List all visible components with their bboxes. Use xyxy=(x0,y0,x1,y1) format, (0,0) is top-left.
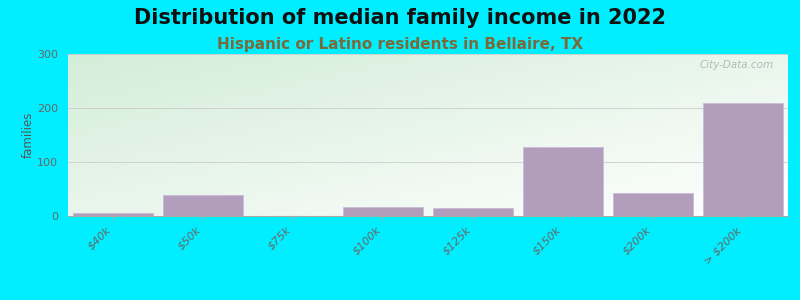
Text: Distribution of median family income in 2022: Distribution of median family income in … xyxy=(134,8,666,28)
Bar xyxy=(74,213,153,216)
Y-axis label: families: families xyxy=(22,112,34,158)
Bar xyxy=(523,147,602,216)
Bar xyxy=(703,103,782,216)
Bar xyxy=(434,208,513,216)
Bar xyxy=(343,207,422,216)
Text: Hispanic or Latino residents in Bellaire, TX: Hispanic or Latino residents in Bellaire… xyxy=(217,38,583,52)
Bar xyxy=(163,196,242,216)
Text: City-Data.com: City-Data.com xyxy=(699,61,774,70)
Bar xyxy=(614,193,693,216)
